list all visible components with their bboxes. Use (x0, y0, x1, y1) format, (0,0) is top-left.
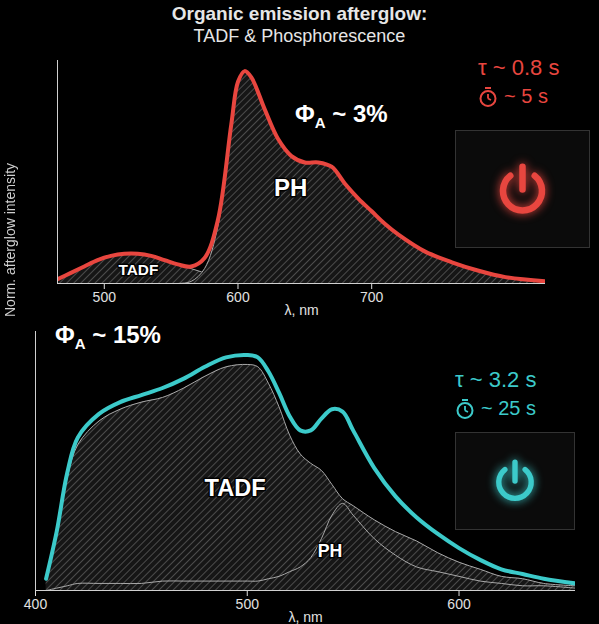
html-text:τ ~ 3.2 s: τ ~ 3.2 s (455, 367, 537, 392)
svg-text:PH: PH (274, 174, 307, 201)
html-text:~ 25 s: ~ 25 s (481, 397, 536, 419)
svg-text:400: 400 (24, 596, 48, 612)
html-text:τ ~ 0.8 s: τ ~ 0.8 s (478, 55, 560, 80)
svg-text:PH: PH (318, 541, 343, 561)
svg-text:λ, nm: λ, nm (288, 609, 322, 624)
svg-text:500: 500 (236, 596, 260, 612)
html-text:ΦA~ 3%: ΦA~ 3% (295, 100, 388, 131)
svg-text:600: 600 (447, 596, 471, 612)
svg-text:500: 500 (93, 289, 117, 305)
svg-text:700: 700 (360, 289, 384, 305)
html-text:ΦA~ 15%: ΦA~ 15% (55, 321, 161, 352)
svg-text:TADF: TADF (118, 261, 158, 278)
html-text:~ 5 s: ~ 5 s (504, 85, 548, 107)
svg-text:λ, nm: λ, nm (284, 302, 318, 318)
html-text:Norm. afterglow intensity: Norm. afterglow intensity (2, 163, 18, 317)
svg-text:TADF: TADF (205, 475, 266, 501)
svg-text:600: 600 (226, 289, 250, 305)
html-text:TADF & Phosphorescence: TADF & Phosphorescence (193, 26, 406, 46)
html-text:Organic emission afterglow:: Organic emission afterglow: (171, 3, 428, 24)
